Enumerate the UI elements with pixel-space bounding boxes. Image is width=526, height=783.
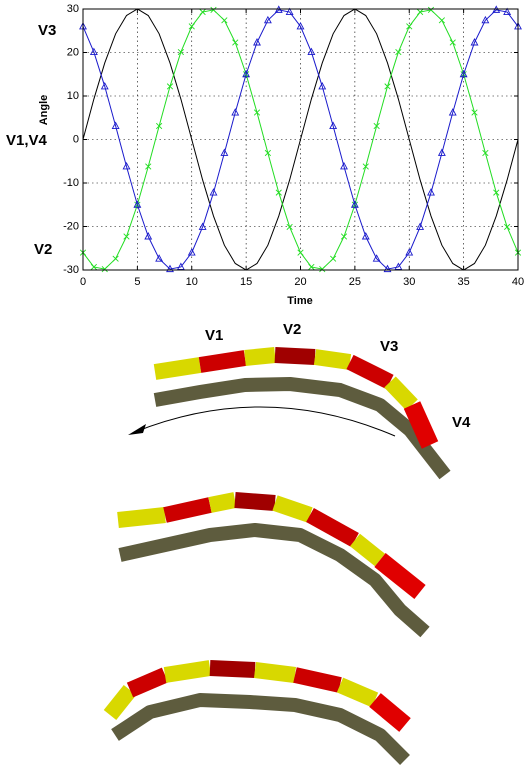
segment-label: V3 [380,338,398,355]
x-tick-label: 40 [512,276,524,288]
y-tick-label: 30 [67,3,79,15]
x-tick-label: 10 [186,276,198,288]
segment-label: V4 [452,414,471,431]
page: {"chart_data": {"type": "line", "x_label… [0,0,526,778]
chart: -30 -20 -10 0 10 20 30 0 5 10 15 20 25 30 35 40 [63,3,524,288]
y-tick-label: -10 [63,177,79,189]
y-axis-label: Angle [38,95,50,126]
annotation: V2 [34,241,52,258]
motion-arrow [135,407,395,436]
x-axis-label: Time [287,295,312,307]
x-tick-label: 30 [403,276,415,288]
x-tick-label: 35 [458,276,470,288]
arrow-head [128,424,146,435]
annotation: V3 [38,22,56,39]
x-tick-label: 25 [349,276,361,288]
annotation: V1,V4 [6,132,48,149]
y-tick-label: 10 [67,90,79,102]
x-tick-label: 0 [80,276,86,288]
x-tick-label: 15 [240,276,252,288]
y-tick-label: 20 [67,46,79,58]
robot-render [110,355,445,760]
x-tick-label: 20 [294,276,306,288]
y-tick-label: -20 [63,220,79,232]
segment-label: V2 [283,321,301,338]
y-tick-label: 0 [73,133,79,145]
figure: -30 -20 -10 0 10 20 30 0 5 10 15 20 25 30 35 40 Time An… [0,0,526,778]
segment-label: V1 [205,327,223,344]
y-tick-label: -30 [63,264,79,276]
x-tick-label: 5 [134,276,140,288]
